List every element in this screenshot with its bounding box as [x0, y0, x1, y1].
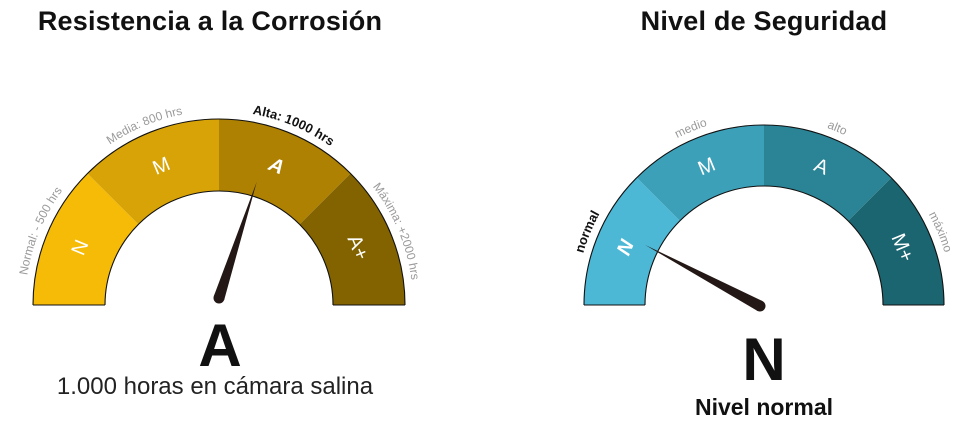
gauge-outline [32, 118, 406, 306]
gauge-needle-hub [213, 292, 225, 304]
corrosion-caption: 1.000 horas en cámara salina [56, 373, 374, 400]
segment-letter-1: M [695, 154, 719, 181]
gauge-segment-1 [87, 119, 219, 225]
gauge-outline [583, 124, 945, 306]
gauge-needle-hub [754, 300, 766, 312]
gauge-needle [645, 244, 763, 311]
segment-label-2: alto [826, 118, 850, 139]
corrosion-panel: Resistencia a la Corrosión N M A A+ Normal: … [16, 6, 422, 400]
gauge-segment-0 [584, 177, 680, 305]
gauge-segment-3 [299, 173, 405, 305]
gauge-segment-3 [848, 177, 944, 305]
gauge-segment-2 [764, 125, 892, 221]
security-value-letter: N [742, 326, 786, 393]
security-title: Nivel de Seguridad [640, 6, 888, 36]
corrosion-value-letter: A [198, 312, 242, 379]
gauge-segment-0 [33, 173, 139, 305]
gauge-segment-2 [219, 119, 351, 225]
security-panel: Nivel de Seguridad N M A M+ normal medio alto m… [490, 0, 977, 436]
security-caption: Nivel normal [694, 394, 834, 420]
corrosion-title: Resistencia a la Corrosión [37, 6, 383, 36]
gauge-needle [213, 181, 257, 300]
segment-letter-1: M [150, 153, 174, 180]
gauge-segment-1 [636, 125, 764, 221]
